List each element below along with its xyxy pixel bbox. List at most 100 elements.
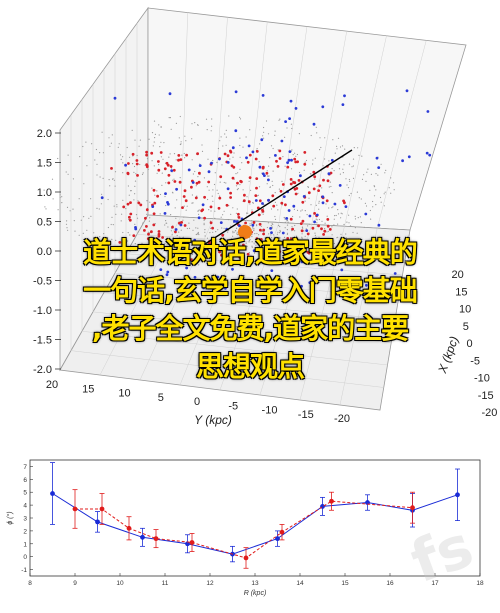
blue-star-point: [377, 223, 381, 227]
grid-dot: [331, 226, 333, 228]
grid-dot: [180, 229, 182, 231]
blue-star-point: [301, 241, 305, 245]
grid-dot: [153, 165, 155, 167]
red-star-point: [289, 178, 293, 181]
grid-dot: [364, 202, 366, 204]
red-star-point: [173, 180, 177, 183]
red-star-point: [280, 201, 284, 205]
y-tick-label: 4: [23, 503, 27, 510]
red-star-point: [279, 189, 283, 193]
grid-dot: [350, 192, 352, 195]
blue-star-point: [193, 275, 197, 279]
red-star-point: [135, 162, 139, 166]
grid-dot: [294, 256, 296, 258]
grid-dot: [154, 223, 156, 225]
grid-dot: [274, 218, 277, 220]
grid-dot: [225, 129, 227, 131]
red-star-point: [254, 157, 258, 161]
grid-dot: [135, 173, 137, 175]
red-star-point: [301, 246, 304, 250]
red-star-point: [313, 175, 317, 179]
blue-star-point: [284, 120, 287, 123]
grid-dot: [319, 247, 321, 250]
blue-star-point: [163, 212, 167, 215]
grid-line: [219, 222, 280, 391]
red-star-point: [255, 177, 259, 181]
grid-dot: [134, 139, 136, 141]
grid-dot: [258, 186, 261, 188]
grid-dot: [279, 225, 281, 228]
grid-dot: [283, 239, 285, 242]
grid-dot: [327, 230, 329, 232]
grid-dot: [228, 241, 230, 243]
grid-dot: [167, 226, 169, 228]
red-star-point: [139, 203, 143, 207]
grid-dot: [118, 143, 120, 145]
grid-dot: [283, 236, 286, 238]
grid-dot: [219, 241, 221, 243]
grid-dot: [158, 258, 160, 260]
grid-dot: [192, 229, 194, 231]
grid-dot: [82, 232, 84, 234]
grid-dot: [220, 136, 222, 138]
grid-dot: [113, 205, 115, 207]
grid-dot: [151, 160, 153, 162]
grid-dot: [165, 248, 167, 250]
grid-dot: [298, 171, 301, 174]
grid-dot: [230, 213, 232, 215]
grid-dot: [304, 235, 306, 237]
grid-dot: [213, 243, 215, 245]
grid-dot: [331, 234, 333, 236]
grid-dot: [296, 209, 299, 211]
red-star-point: [131, 152, 135, 156]
grid-dot: [239, 184, 241, 186]
grid-dot: [253, 252, 256, 254]
red-star-point: [270, 248, 273, 252]
grid-dot: [114, 171, 117, 173]
grid-dot: [120, 158, 122, 160]
grid-dot: [384, 191, 386, 193]
blue-star-point: [234, 129, 238, 133]
grid-dot: [314, 250, 316, 252]
grid-dot: [208, 246, 210, 249]
red-star-point: [150, 230, 153, 234]
grid-dot: [366, 171, 368, 173]
grid-dot: [261, 257, 263, 259]
grid-dot: [208, 189, 210, 191]
grid-dot: [102, 177, 104, 179]
grid-dot: [225, 136, 227, 138]
grid-dot: [361, 155, 363, 157]
red-star-point: [242, 243, 245, 247]
grid-dot: [134, 180, 137, 182]
grid-dot: [91, 143, 93, 145]
blue-star-point: [425, 151, 429, 155]
red-star-point: [226, 154, 230, 158]
grid-dot: [110, 142, 112, 144]
grid-dot: [338, 168, 341, 170]
grid-dot: [158, 164, 160, 166]
grid-dot: [123, 237, 126, 239]
grid-dot: [263, 131, 265, 133]
grid-dot: [343, 164, 345, 166]
blue-star-point: [233, 219, 236, 223]
grid-dot: [272, 223, 274, 226]
grid-dot: [310, 204, 312, 206]
grid-dot: [209, 262, 211, 264]
grid-dot: [194, 243, 196, 245]
grid-dot: [103, 233, 105, 235]
grid-dot: [101, 131, 103, 133]
grid-dot: [370, 218, 372, 220]
grid-dot: [316, 222, 318, 224]
red-star-point: [203, 195, 207, 199]
y-tick-label: -15: [298, 409, 314, 421]
grid-dot: [133, 165, 136, 168]
blue-star-point: [267, 198, 270, 202]
red-star-point: [218, 196, 222, 200]
grid-dot: [236, 208, 238, 210]
grid-dot: [223, 239, 225, 241]
grid-dot: [109, 185, 111, 187]
grid-dot: [141, 173, 144, 175]
red-star-point: [254, 194, 258, 198]
red-star-point: [145, 163, 149, 167]
red-star-point: [147, 232, 150, 236]
